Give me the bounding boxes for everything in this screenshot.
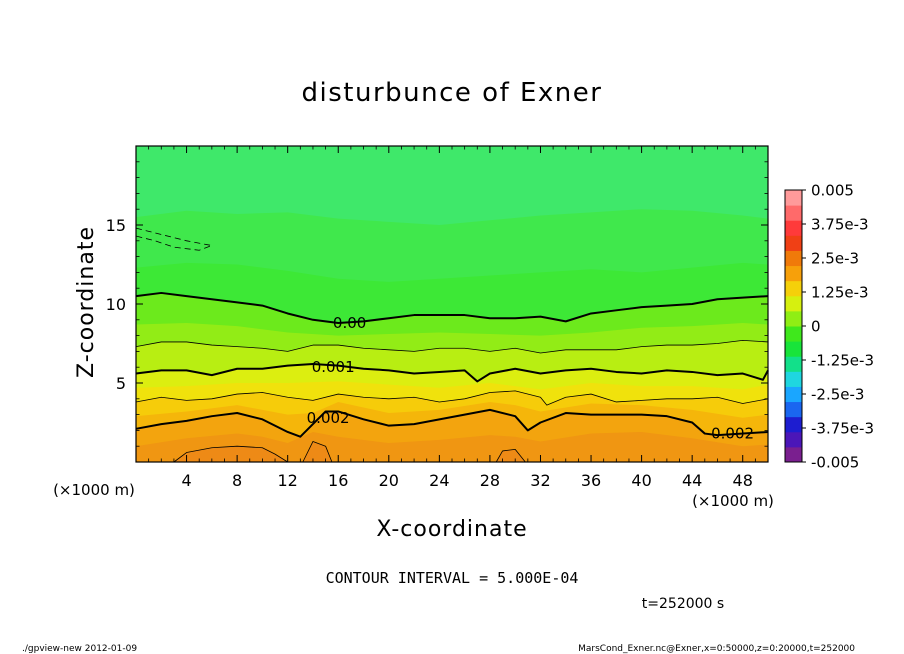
contour-lines [135,227,769,463]
colorbar-label-6: -2.5e-3 [811,386,864,404]
contour-interval: CONTOUR INTERVAL = 5.000E-04 [326,569,579,587]
contour-line-5 [173,445,288,463]
fill-band-11 [136,431,768,462]
colorbar-segment-13 [785,250,802,267]
x-tick-label-11: 48 [733,471,753,490]
plot-fills [136,146,768,462]
y-tick-label-1: 10 [106,295,126,314]
colorbar-segment-2 [785,416,802,433]
colorbar-label-7: -3.75e-3 [811,420,874,438]
x-tick-label-3: 16 [328,471,348,490]
colorbar-label-8: -0.005 [811,454,859,472]
colorbar-segment-10 [785,295,802,312]
x-tick-label-1: 8 [232,471,242,490]
colorbar-segment-0 [785,446,802,463]
contour-labels: 0.00 0.001 0.002 0.002 [307,314,754,443]
contour-line-4 [135,408,769,438]
x-tick-label-5: 24 [429,471,449,490]
x-unit-left: (×1000 m) [53,481,135,499]
hot-spot-0 [173,446,288,462]
x-axis: 4 8 12 16 20 24 28 32 36 40 44 48 [148,146,756,490]
colorbar-label-1: 3.75e-3 [811,216,869,234]
x-tick-label-2: 12 [278,471,298,490]
colorbar-segment-9 [785,310,802,327]
colorbar-segment-3 [785,401,802,418]
colorbar-label-4: 0 [811,318,821,336]
colorbar-segment-12 [785,265,802,282]
contour-line-0 [135,291,769,324]
footer-right: MarsCond_Exner.nc@Exner,x=0:50000,z=0:20… [578,644,855,654]
contour-line-8 [135,227,213,251]
x-tick-label-6: 28 [480,471,500,490]
contour-label-3: 0.002 [711,425,754,443]
contour-line-3 [135,390,769,406]
contour-line-6 [302,441,333,463]
colorbar-segment-14 [785,235,802,251]
hot-spot-1 [302,441,332,462]
y-tick-label-0: 5 [116,374,126,393]
colorbar-segment-7 [785,341,802,357]
contour-label-2: 0.002 [307,409,350,427]
colorbar-segment-8 [785,326,802,342]
x-tick-label-0: 4 [181,471,191,490]
contour-line-2 [135,363,769,383]
x-tick-label-4: 20 [379,471,399,490]
x-axis-label: X-coordinate [376,517,527,542]
contour-label-0: 0.00 [333,314,366,332]
colorbar-label-2: 2.5e-3 [811,250,859,268]
colorbar-segment-15 [785,220,802,236]
contour-line-1 [135,339,769,354]
colorbar-label-3: 1.25e-3 [811,284,869,302]
colorbar-segment-17 [785,190,802,206]
hot-spot-2 [496,449,526,462]
x-tick-label-7: 32 [530,471,550,490]
footer-left: ./gpview-new 2012-01-09 [22,644,137,654]
x-tick-label-10: 44 [682,471,702,490]
colorbar-segment-11 [785,280,802,297]
colorbar-segment-16 [785,205,802,221]
colorbar-segment-6 [785,356,802,372]
y-axis-label: Z-coordinate [74,226,99,378]
y-tick-label-2: 15 [106,216,126,235]
contour-label-1: 0.001 [312,358,355,376]
colorbar-segment-4 [785,386,802,403]
contour-line-7 [495,448,526,463]
colorbar-segment-1 [785,431,802,448]
chart-title: disturbunce of Exner [302,78,603,108]
x-tick-label-9: 40 [631,471,651,490]
y-axis: 5 10 15 [106,161,768,447]
colorbar-segment-5 [785,371,802,387]
x-unit-right: (×1000 m) [692,492,774,510]
colorbar-label-5: -1.25e-3 [811,352,874,370]
colorbar-label-0: 0.005 [811,182,854,200]
colorbar: 0.005 3.75e-3 2.5e-3 1.25e-3 0 -1.25e-3 -2.5e-… [784,182,874,472]
time-stamp: t=252000 s [642,596,724,612]
x-tick-label-8: 36 [581,471,601,490]
